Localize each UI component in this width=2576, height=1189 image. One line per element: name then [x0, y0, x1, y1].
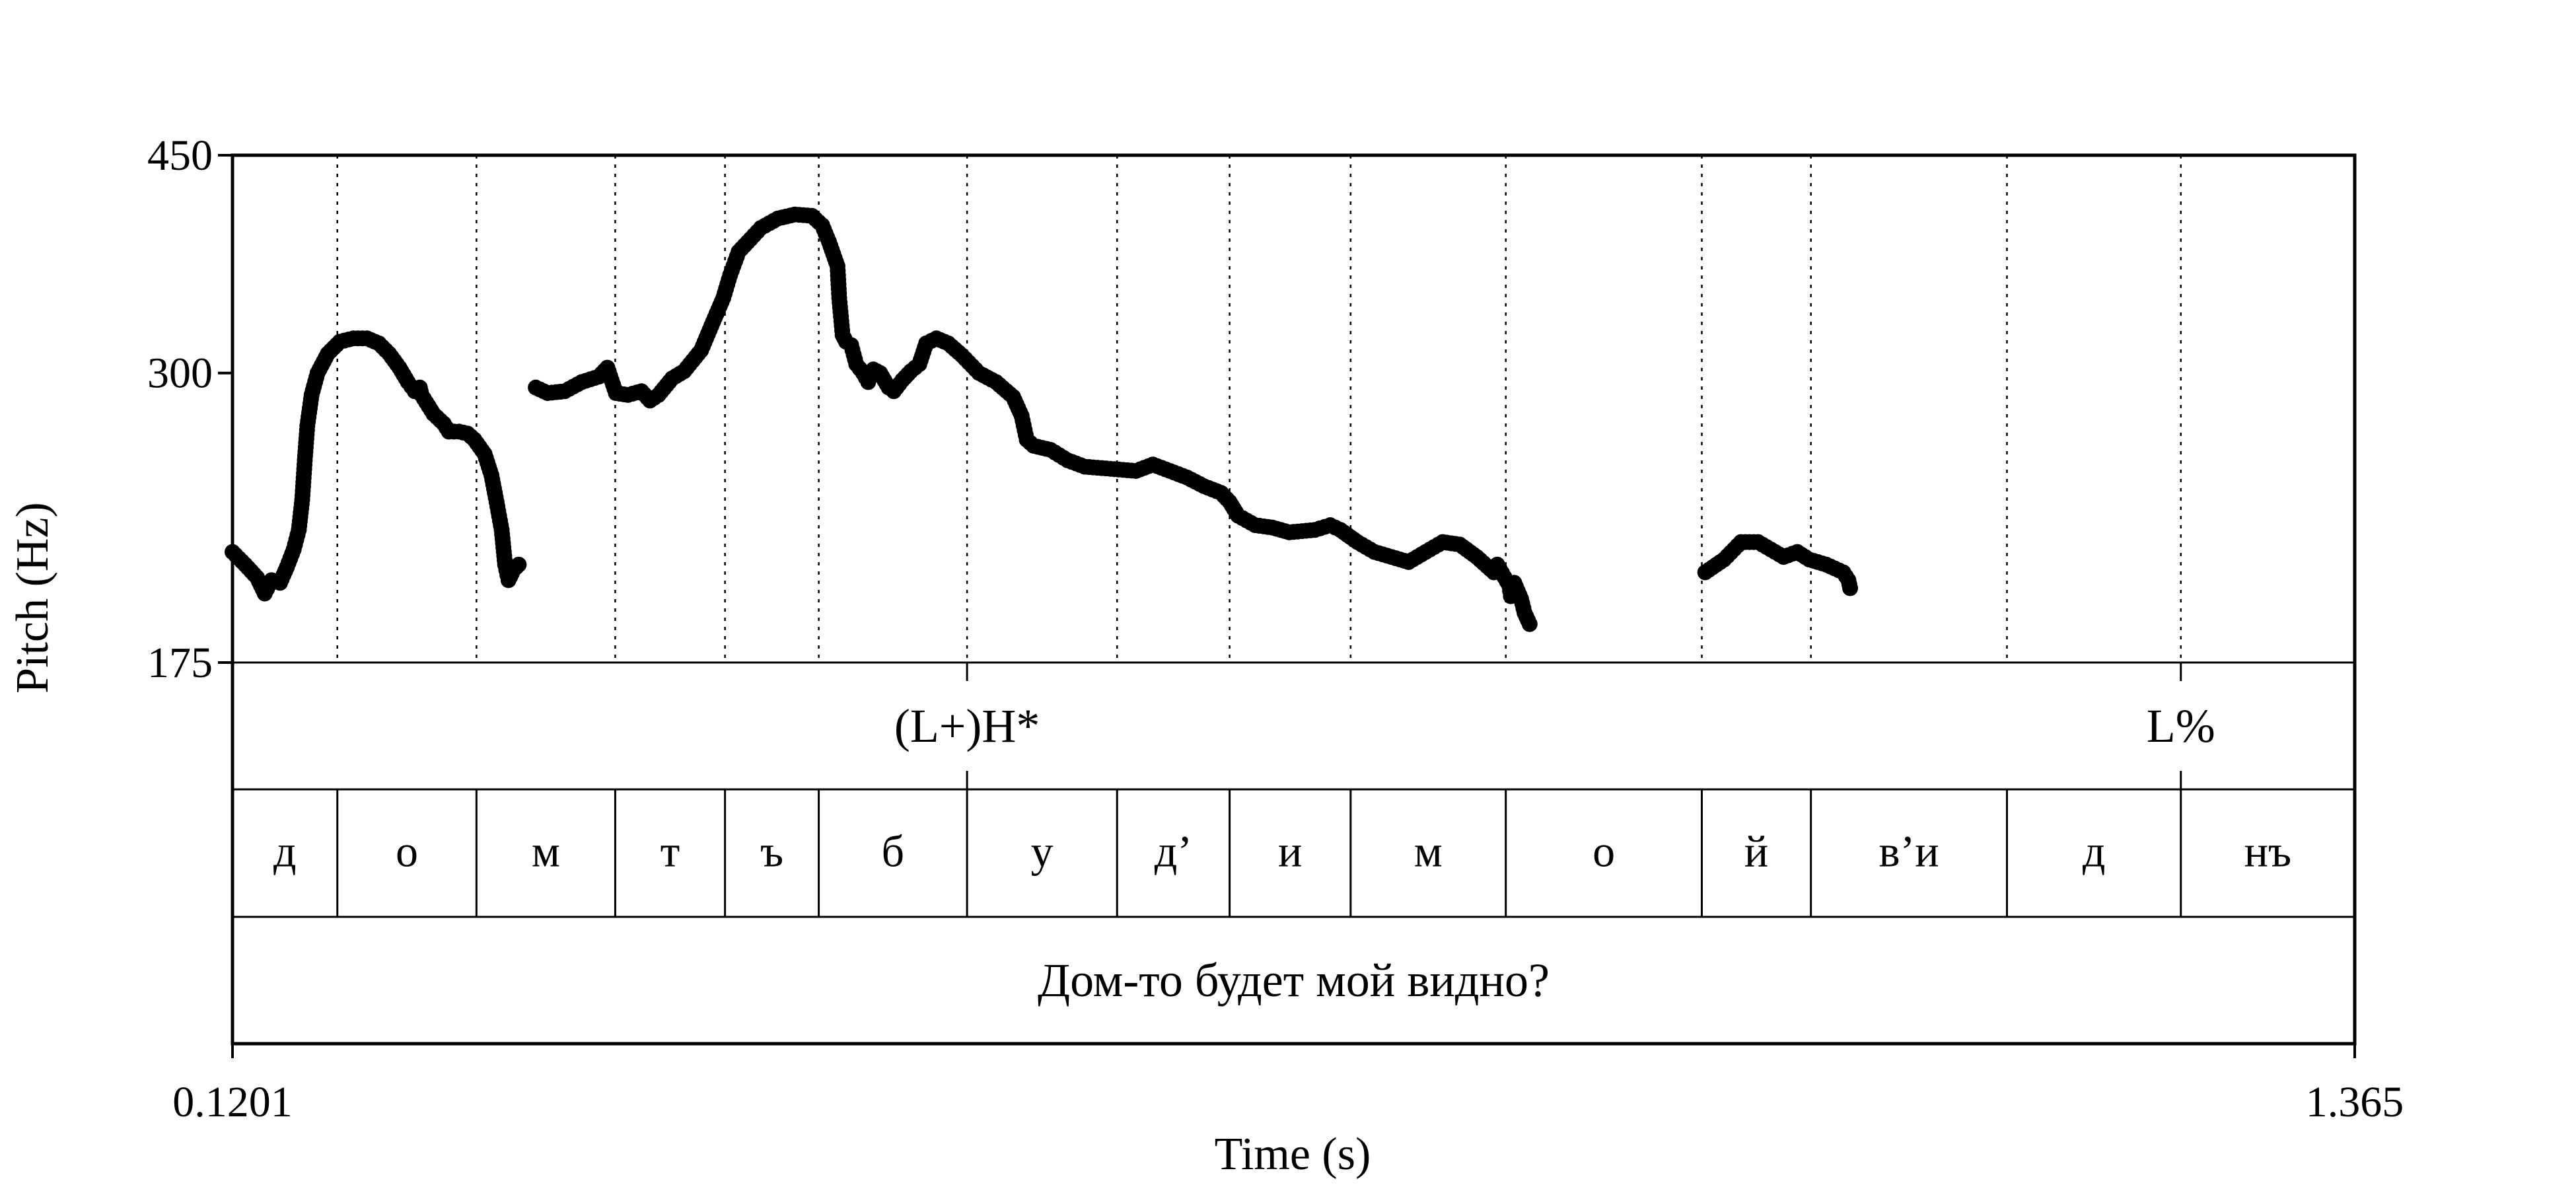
segment-label: и: [1278, 826, 1302, 877]
segment-label: у: [1031, 826, 1054, 877]
segment-label: м: [1414, 826, 1443, 877]
y-axis-ticks: 175 300 450: [147, 131, 233, 687]
boundary-gridlines: [336, 155, 2182, 663]
segment-label: нъ: [2244, 826, 2292, 877]
segment-label: д: [273, 826, 297, 877]
y-tick-label: 175: [147, 639, 213, 687]
segment-label: ъ: [760, 826, 783, 877]
pitch-point: [511, 556, 527, 573]
segment-label: д: [2083, 826, 2106, 877]
segment-label: й: [1744, 826, 1768, 877]
pitch-point: [1842, 580, 1859, 596]
segment-label: о: [396, 826, 418, 877]
tier-labels: (L+)H* L% д о м т ъ б у д’ и м о й в’и д нъ Дом-то будет …: [273, 700, 2291, 1007]
segment-label: д’: [1155, 826, 1192, 877]
y-axis-title: Pitch (Hz): [7, 502, 58, 694]
segment-label: о: [1592, 826, 1615, 877]
x-axis-ticks: 0.1201 1.365: [172, 1044, 2404, 1126]
segment-label: т: [661, 826, 680, 877]
y-tick-label: 300: [147, 349, 213, 398]
segment-label: в’и: [1879, 826, 1939, 877]
x-axis-title: Time (s): [1215, 1129, 1371, 1180]
tone-label: (L+)H*: [894, 700, 1040, 752]
sentence-label: Дом-то будет мой видно?: [1038, 954, 1550, 1007]
tone-label: L%: [2147, 700, 2215, 752]
segment-label: м: [532, 826, 560, 877]
x-tick-label: 1.365: [2306, 1078, 2404, 1126]
y-tick-label: 450: [147, 131, 213, 180]
frame-rect: [231, 153, 2357, 1046]
x-tick-label: 0.1201: [172, 1078, 293, 1126]
segment-label: б: [882, 826, 905, 877]
plot-frame: [231, 153, 2357, 1046]
pitch-point: [1521, 616, 1538, 632]
pitch-track: [225, 206, 1859, 632]
